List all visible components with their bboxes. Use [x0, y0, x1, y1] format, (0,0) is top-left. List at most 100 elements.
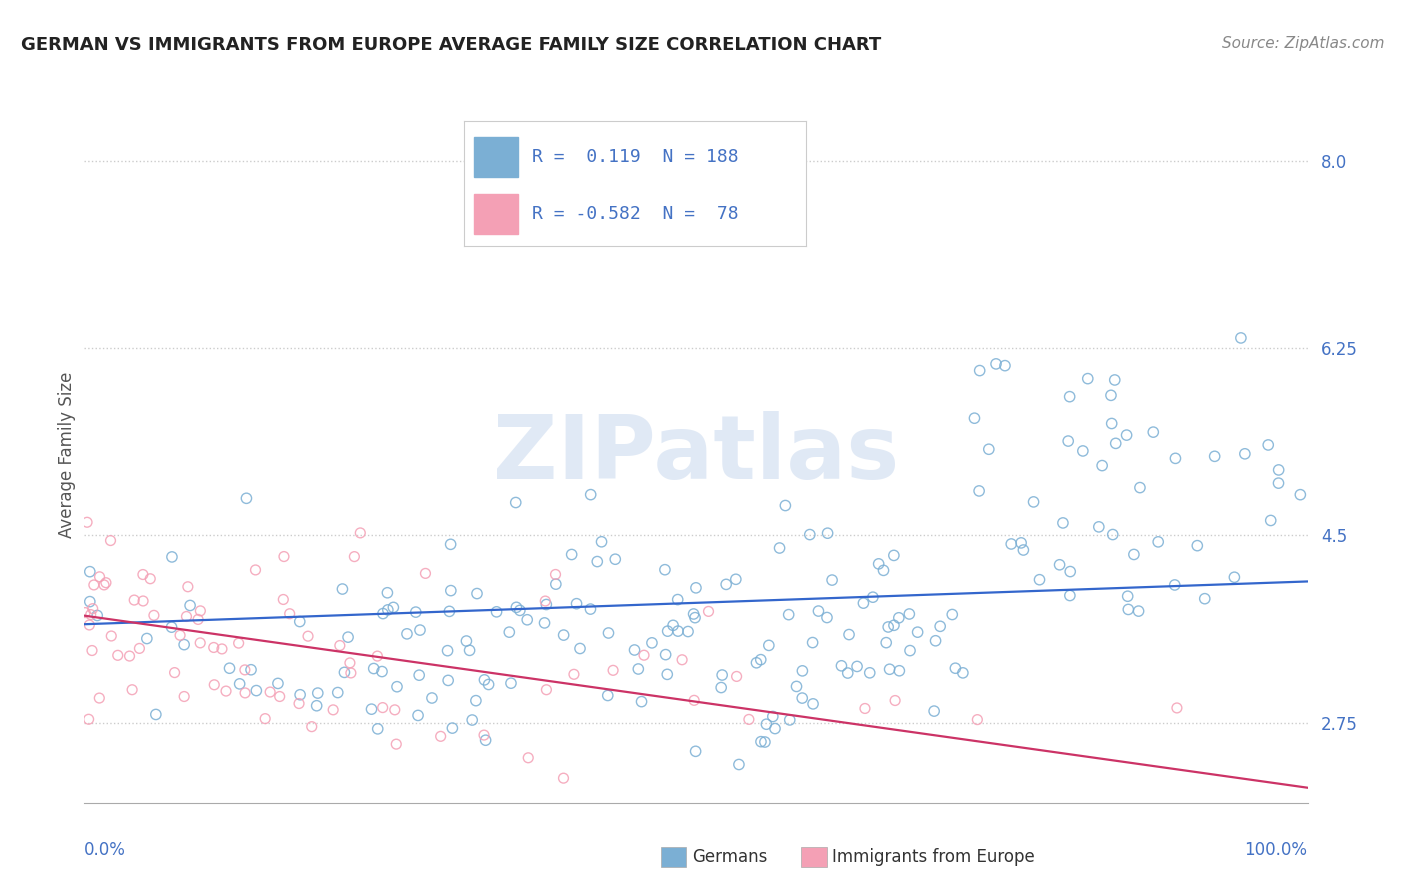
Point [879, 662, 901, 676]
Point [872, 563, 894, 577]
Point [536, 598, 558, 612]
Point [1187, 539, 1209, 553]
Point [169, 628, 191, 642]
Point [725, 669, 748, 683]
Text: GERMAN VS IMMIGRANTS FROM EUROPE AVERAGE FAMILY SIZE CORRELATION CHART: GERMAN VS IMMIGRANTS FROM EUROPE AVERAGE… [21, 36, 882, 54]
Point [683, 610, 706, 624]
Point [579, 488, 602, 502]
Point [1116, 589, 1139, 603]
Point [340, 665, 363, 680]
Point [534, 594, 557, 608]
Point [80, 643, 103, 657]
Point [792, 691, 814, 706]
Point [371, 607, 394, 621]
Point [456, 634, 478, 648]
Point [322, 703, 344, 717]
Point [1260, 513, 1282, 527]
Point [1052, 516, 1074, 530]
Point [384, 703, 406, 717]
Point [657, 667, 679, 681]
Point [288, 688, 311, 702]
Point [465, 586, 488, 600]
Point [79, 618, 101, 632]
Point [579, 602, 602, 616]
Point [682, 607, 704, 621]
Point [598, 626, 620, 640]
Point [278, 607, 301, 621]
Point [441, 721, 464, 735]
Point [868, 557, 890, 571]
Point [1204, 450, 1226, 464]
Point [245, 683, 267, 698]
Point [485, 605, 508, 619]
Point [499, 676, 522, 690]
Point [591, 534, 613, 549]
Point [371, 665, 394, 679]
Point [79, 594, 101, 608]
Point [1233, 447, 1256, 461]
Point [1022, 495, 1045, 509]
Point [89, 691, 111, 706]
Point [305, 698, 328, 713]
Point [339, 656, 361, 670]
Point [202, 678, 225, 692]
Point [211, 642, 233, 657]
Point [145, 707, 167, 722]
Point [458, 643, 481, 657]
Point [439, 604, 461, 618]
Point [1289, 488, 1312, 502]
Point [1115, 428, 1137, 442]
Point [1164, 578, 1187, 592]
Point [666, 624, 689, 639]
Point [877, 620, 900, 634]
Point [332, 582, 354, 596]
Point [382, 600, 405, 615]
Point [118, 648, 141, 663]
Point [160, 620, 183, 634]
Point [472, 728, 495, 742]
Point [142, 608, 165, 623]
Point [605, 552, 627, 566]
Text: 100.0%: 100.0% [1244, 841, 1308, 859]
Point [93, 578, 115, 592]
Point [630, 695, 652, 709]
Point [233, 686, 256, 700]
Point [666, 592, 689, 607]
Point [1267, 476, 1289, 491]
Point [288, 697, 311, 711]
Point [1049, 558, 1071, 572]
Point [763, 722, 786, 736]
Point [190, 604, 212, 618]
Y-axis label: Average Family Size: Average Family Size [58, 372, 76, 538]
Point [807, 604, 830, 618]
Point [710, 681, 733, 695]
Point [1147, 534, 1170, 549]
Point [1104, 373, 1126, 387]
Point [671, 653, 693, 667]
Point [862, 590, 884, 604]
Point [714, 577, 737, 591]
Point [561, 548, 583, 562]
Point [627, 662, 650, 676]
Text: Germans: Germans [692, 848, 768, 866]
Point [952, 665, 974, 680]
Point [121, 682, 143, 697]
Point [406, 708, 429, 723]
Point [924, 633, 946, 648]
Point [215, 684, 238, 698]
Point [498, 625, 520, 640]
Point [889, 664, 911, 678]
Point [1257, 438, 1279, 452]
Point [749, 734, 772, 748]
Point [745, 656, 768, 670]
Point [553, 771, 575, 785]
Point [859, 665, 882, 680]
Point [544, 577, 567, 591]
Point [969, 363, 991, 377]
Point [801, 697, 824, 711]
Point [474, 733, 496, 747]
Point [1059, 390, 1081, 404]
Point [461, 713, 484, 727]
Point [267, 676, 290, 690]
Point [83, 578, 105, 592]
